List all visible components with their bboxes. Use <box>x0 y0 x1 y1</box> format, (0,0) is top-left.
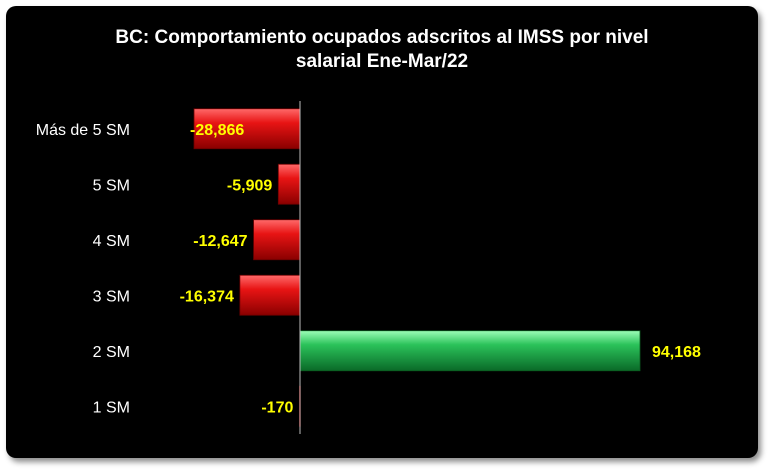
value-label-1: -5,909 <box>227 177 272 194</box>
value-label-0: -28,866 <box>190 122 244 139</box>
bars-group <box>193 108 641 427</box>
chart-title-line-2: salarial Ene-Mar/22 <box>295 51 469 72</box>
category-label-0: Más de 5 SM <box>36 122 130 139</box>
category-label-4: 2 SM <box>93 344 130 361</box>
bar-4 <box>299 330 641 372</box>
bar-2 <box>253 219 301 261</box>
category-label-1: 5 SM <box>93 177 130 194</box>
bar-1 <box>277 163 301 205</box>
category-labels: Más de 5 SM 5 SM 4 SM 3 SM 2 SM 1 SM <box>36 122 130 417</box>
value-label-3: -16,374 <box>180 288 234 305</box>
value-label-4: 94,168 <box>652 344 701 361</box>
value-labels: -28,866 -5,909 -12,647 -16,374 94,168 -170 <box>180 122 701 417</box>
value-label-2: -12,647 <box>193 233 247 250</box>
category-label-2: 4 SM <box>93 233 130 250</box>
bar-chart: Más de 5 SM5 SM4 SM3 SM2 SM1 SM -28,866-… <box>36 101 701 434</box>
bar-0 <box>193 108 301 150</box>
category-label-3: 3 SM <box>93 288 130 305</box>
chart-title: BC: Comportamiento ocupados adscritos al… <box>6 26 758 74</box>
chart-frame: BC: Comportamiento ocupados adscritos al… <box>6 6 758 458</box>
category-label-5: 1 SM <box>93 399 130 416</box>
value-label-5: -170 <box>261 399 293 416</box>
bar-3 <box>239 274 301 316</box>
chart-title-line-1: BC: Comportamiento ocupados adscritos al… <box>115 27 649 48</box>
